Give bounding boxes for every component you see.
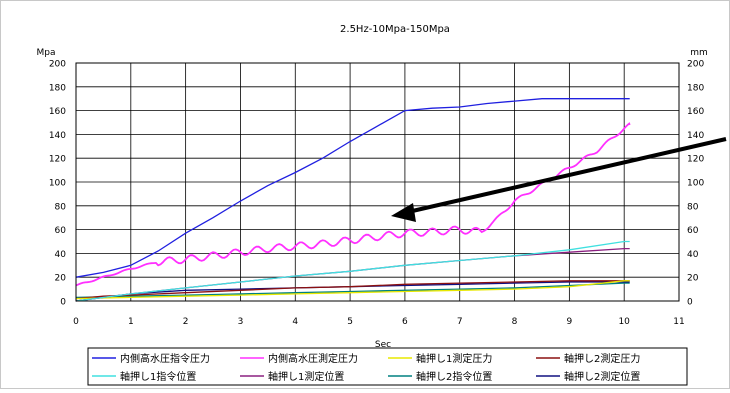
y-tick-label-left: 140	[49, 131, 66, 141]
y-tick-label-right: 0	[687, 298, 693, 308]
y-axis-label-left: Mpa	[37, 48, 56, 58]
tick-labels: 0204060801001201401601802000204060801001…	[49, 60, 705, 328]
chart-title: 2.5Hz-10Mpa-150Mpa	[340, 24, 450, 35]
legend-label: 軸押し1指令位置	[120, 370, 196, 383]
y-tick-label-right: 200	[687, 60, 704, 70]
legend-label: 軸押し1測定圧力	[416, 352, 492, 365]
series-layer	[75, 98, 631, 302]
legend-box	[87, 347, 688, 386]
x-tick-label: 6	[402, 317, 408, 327]
y-tick-label-right: 20	[687, 274, 699, 284]
legend-label: 内側高水圧測定圧力	[268, 352, 358, 365]
plot-area-border	[75, 62, 680, 302]
x-tick-label: 2	[183, 317, 189, 327]
y-tick-label-left: 100	[49, 179, 66, 189]
legend-label: 軸押し2測定圧力	[564, 352, 640, 365]
x-tick-label: 1	[128, 317, 134, 327]
y-tick-label-right: 80	[687, 202, 699, 212]
y-tick-label-right: 140	[687, 131, 704, 141]
grid-layer	[76, 63, 679, 301]
x-axis-label: Sec	[375, 340, 391, 350]
y-tick-label-left: 120	[49, 155, 66, 165]
x-tick-label: 8	[512, 317, 518, 327]
y-tick-label-left: 60	[55, 226, 67, 236]
y-tick-label-left: 40	[55, 250, 67, 260]
legend: 内側高水圧指令圧力 内側高水圧測定圧力 軸押し1測定圧力 軸押し2測定圧力軸押し1指令…	[87, 347, 688, 386]
legend-label: 軸押し1測定位置	[268, 370, 344, 383]
annotation-layer	[391, 137, 727, 222]
x-tick-label: 0	[73, 317, 79, 327]
legend-label: 軸押し2測定位置	[564, 370, 640, 383]
y-tick-label-left: 200	[49, 60, 66, 70]
y-axis-label-right: mm	[690, 48, 708, 58]
annotation-arrow-head	[391, 203, 416, 222]
y-tick-label-left: 180	[49, 83, 66, 93]
series-line-3	[75, 280, 630, 300]
y-tick-label-right: 180	[687, 83, 704, 93]
legend-label: 軸押し2指令位置	[416, 370, 492, 383]
y-tick-label-right: 120	[687, 155, 704, 165]
y-tick-label-right: 160	[687, 107, 704, 117]
x-tick-label: 3	[238, 317, 244, 327]
x-tick-label: 7	[457, 317, 463, 327]
y-tick-label-left: 20	[55, 274, 67, 284]
y-tick-label-right: 40	[687, 250, 699, 260]
x-tick-label: 11	[673, 317, 684, 327]
legend-label: 内側高水圧指令圧力	[120, 352, 210, 365]
y-tick-label-left: 0	[60, 298, 66, 308]
x-tick-label: 9	[566, 317, 572, 327]
x-tick-label: 4	[292, 317, 298, 327]
x-tick-label: 5	[347, 317, 353, 327]
x-tick-label: 10	[618, 317, 630, 327]
series-line-4	[75, 280, 630, 300]
series-line-5	[75, 240, 630, 302]
y-tick-label-right: 100	[687, 179, 704, 189]
y-tick-label-left: 160	[49, 107, 66, 117]
y-tick-label-right: 60	[687, 226, 699, 236]
y-tick-label-left: 80	[55, 202, 67, 212]
annotation-arrow-shaft	[407, 137, 727, 214]
series-line-1	[75, 98, 630, 278]
